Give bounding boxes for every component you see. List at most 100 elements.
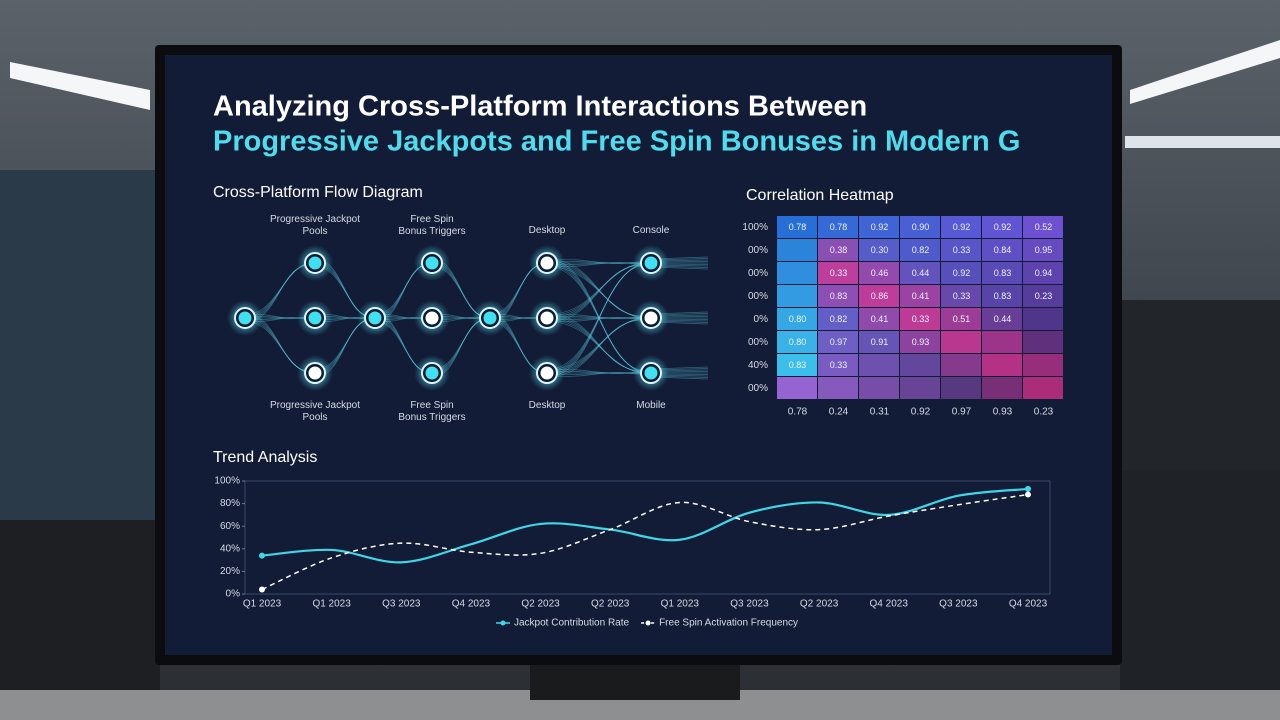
y-tick-label: 100% xyxy=(214,476,240,487)
column-label: 0.23 xyxy=(1034,407,1054,418)
title: Progressive Jackpots and Free Spin Bonus… xyxy=(213,126,1020,158)
node-core xyxy=(540,311,554,325)
node-label: Free Spin Bonus Triggers xyxy=(398,400,465,423)
x-tick-label: Q1 2023 xyxy=(312,599,351,610)
cell-label: 0.30 xyxy=(871,245,889,255)
cell-label: 0.83 xyxy=(830,291,848,301)
label-line: Pools xyxy=(302,226,327,237)
cell-label: 0.52 xyxy=(1035,222,1053,232)
heatmap-cell xyxy=(777,285,817,307)
cell-label: 0.80 xyxy=(789,314,807,324)
x-tick-label: Q1 2023 xyxy=(243,599,282,610)
label-line: Bonus Triggers xyxy=(398,412,465,423)
node-core xyxy=(425,311,439,325)
end-point xyxy=(1025,485,1031,492)
x-tick-label: Q2 2023 xyxy=(521,599,560,610)
legend-label: Free Spin Activation Frequency xyxy=(659,618,798,629)
cell-label: 0.38 xyxy=(830,245,848,255)
node-label: Free Spin Bonus Triggers xyxy=(398,214,465,237)
cell-label: 0.93 xyxy=(912,337,930,347)
column-label: 0.93 xyxy=(993,407,1013,418)
heatmap-cell xyxy=(859,308,899,330)
cell-label: 0.83 xyxy=(994,268,1012,278)
heatmap-cell xyxy=(1023,216,1063,238)
ceiling-light xyxy=(10,62,150,110)
monitor-stand xyxy=(530,660,740,700)
label-line: Progressive Jackpot xyxy=(270,400,360,411)
heatmap-cell xyxy=(1023,285,1063,307)
heatmap-cell xyxy=(859,216,899,238)
heatmap-cell xyxy=(818,216,858,238)
heatmap-cell xyxy=(941,285,981,307)
node-core xyxy=(425,366,439,380)
node-label: Console xyxy=(633,225,670,236)
cell-label: 0.44 xyxy=(994,314,1012,324)
end-point xyxy=(259,586,265,593)
x-tick-label: Q3 2023 xyxy=(382,599,421,610)
end-point xyxy=(259,552,265,559)
y-tick-label: 20% xyxy=(220,566,240,577)
heatmap-cell xyxy=(900,354,940,376)
heatmap-cell xyxy=(982,239,1022,261)
heatmap-cell xyxy=(859,239,899,261)
heatmap-cell xyxy=(900,262,940,284)
title: Analyzing Cross-Platform Interactions Be… xyxy=(213,91,867,123)
legend-label: Jackpot Contribution Rate xyxy=(514,618,630,629)
column-label: 0.78 xyxy=(788,407,808,418)
heatmap-cell xyxy=(777,377,817,399)
heatmap-cell xyxy=(818,308,858,330)
cell-label: 0.41 xyxy=(912,291,930,301)
label-line: Bonus Triggers xyxy=(398,226,465,237)
ceiling-light xyxy=(1125,136,1280,148)
cell-label: 0.33 xyxy=(912,314,930,324)
cell-label: 0.97 xyxy=(830,337,848,347)
end-point xyxy=(1025,491,1031,498)
cell-label: 0.92 xyxy=(953,222,971,232)
x-tick-label: Q3 2023 xyxy=(730,599,769,610)
cell-label: 0.82 xyxy=(912,245,930,255)
label-line: Pools xyxy=(302,412,327,423)
node-core xyxy=(308,366,322,380)
column-label: 0.92 xyxy=(911,407,931,418)
row-label: 00% xyxy=(748,383,768,394)
cell-label: 0.51 xyxy=(953,314,971,324)
node-core xyxy=(368,311,382,325)
cell-label: 0.92 xyxy=(871,222,889,232)
heatmap-cell xyxy=(859,377,899,399)
heatmap-cell xyxy=(900,377,940,399)
heatmap-cell xyxy=(1023,308,1063,330)
y-tick-label: 60% xyxy=(220,521,240,532)
heatmap-cell xyxy=(1023,239,1063,261)
legend-dot xyxy=(645,620,651,626)
x-tick-label: Q2 2023 xyxy=(800,599,839,610)
x-tick-label: Q3 2023 xyxy=(939,599,978,610)
node-core xyxy=(425,256,439,270)
label-line: Free Spin xyxy=(410,400,453,411)
heatmap-cell xyxy=(777,216,817,238)
column-label: 0.97 xyxy=(952,407,972,418)
label-line: Desktop xyxy=(529,225,566,236)
node-core xyxy=(540,366,554,380)
cell-label: 0.23 xyxy=(1035,291,1053,301)
cell-label: 0.33 xyxy=(830,268,848,278)
heatmap: 100% 0.78 0.78 0.92 0.90 0.92 0.92 0.52 00% 0.38 0… xyxy=(742,216,1063,418)
cell-label: 0.41 xyxy=(871,314,889,324)
heatmap-cell xyxy=(777,308,817,330)
cell-label: 0.95 xyxy=(1035,245,1053,255)
x-tick-label: Q4 2023 xyxy=(452,599,491,610)
node-label: Progressive Jackpot Pools xyxy=(270,214,360,237)
cell-label: 0.82 xyxy=(830,314,848,324)
heatmap-cell xyxy=(941,377,981,399)
heatmap-cell xyxy=(900,285,940,307)
cell-label: 0.44 xyxy=(912,268,930,278)
heatmap-cell xyxy=(818,377,858,399)
row-label: 00% xyxy=(748,268,768,279)
heatmap-cell xyxy=(777,262,817,284)
node-label: Progressive Jackpot Pools xyxy=(270,400,360,423)
row-label: 00% xyxy=(748,245,768,256)
heatmap-cell xyxy=(982,216,1022,238)
heatmap-cell xyxy=(941,239,981,261)
node-core xyxy=(540,256,554,270)
